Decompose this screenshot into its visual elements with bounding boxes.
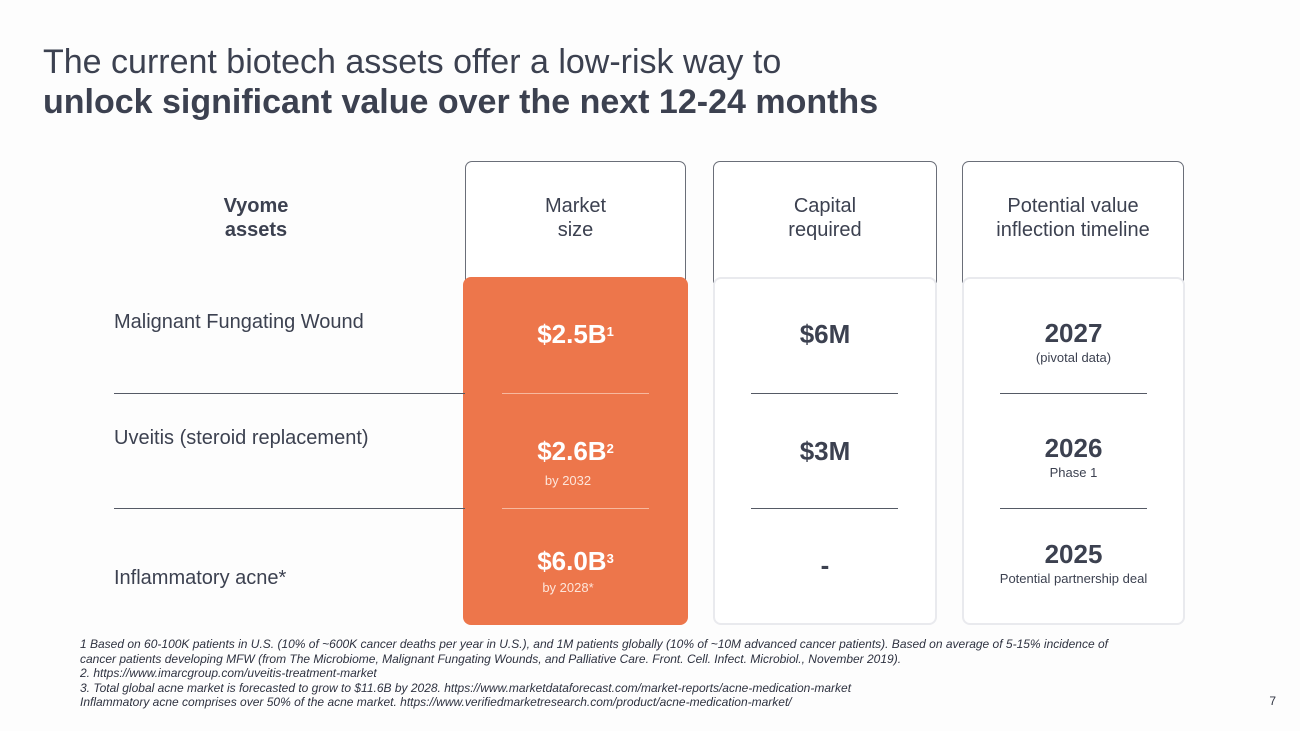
asset-label-mfw: Malignant Fungating Wound [114,311,364,333]
title-line-2: unlock significant value over the next 1… [43,83,879,121]
row-divider [114,508,465,509]
capital-header: Capital required [788,195,862,241]
assets-header: Vyome assets [223,195,289,241]
footnote-line: 2. https://www.imarcgroup.com/uveitis-tr… [80,666,377,680]
row-divider [751,508,898,509]
row-divider [1000,393,1147,394]
title-line-1: The current biotech assets offer a low-r… [43,43,782,81]
timeline-note: Potential partnership deal [999,571,1148,586]
market-size-header-box [465,161,686,283]
market-size-note: by 2032 [544,473,592,488]
footnote-line: 1 Based on 60-100K patients in U.S. (10%… [80,637,1108,651]
asset-label-acne: Inflammatory acne* [114,567,287,589]
capital-header-box [713,161,937,283]
timeline-year: 2027 [1044,318,1103,348]
market-size-value: $6.0B3 [537,546,614,576]
footnote-line: 3. Total global acne market is forecaste… [80,680,852,695]
footnotes: 1 Based on 60-100K patients in U.S. (10%… [80,637,1230,710]
timeline-year: 2025 [1044,539,1103,569]
capital-column [713,277,937,625]
capital-value: - [820,550,830,580]
timeline-column [962,277,1185,625]
timeline-header-box [962,161,1184,283]
footnote-line: cancer patients developing MFW (from The… [80,651,902,666]
capital-value: $6M [799,319,851,349]
timeline-note: Phase 1 [1049,465,1098,480]
row-divider [502,393,649,394]
page-number: 7 [1269,694,1276,708]
timeline-header: Potential value inflection timeline [996,195,1150,241]
market-size-column [463,277,688,625]
row-divider [1000,508,1147,509]
market-size-value: $2.5B1 [537,319,614,349]
row-divider [114,393,465,394]
timeline-note: (pivotal data) [1035,350,1112,365]
market-size-header: Market size [544,195,607,241]
asset-label-uveitis: Uveitis (steroid replacement) [114,427,369,449]
market-size-value: $2.6B2 [537,436,614,466]
market-size-note: by 2028* [542,580,594,595]
capital-value: $3M [799,436,851,466]
timeline-year: 2026 [1044,433,1103,463]
slide-title: The current biotech assets offer a low-r… [43,42,878,122]
row-divider [751,393,898,394]
row-divider [502,508,649,509]
footnote-line: Inflammatory acne comprises over 50% of … [80,695,792,709]
